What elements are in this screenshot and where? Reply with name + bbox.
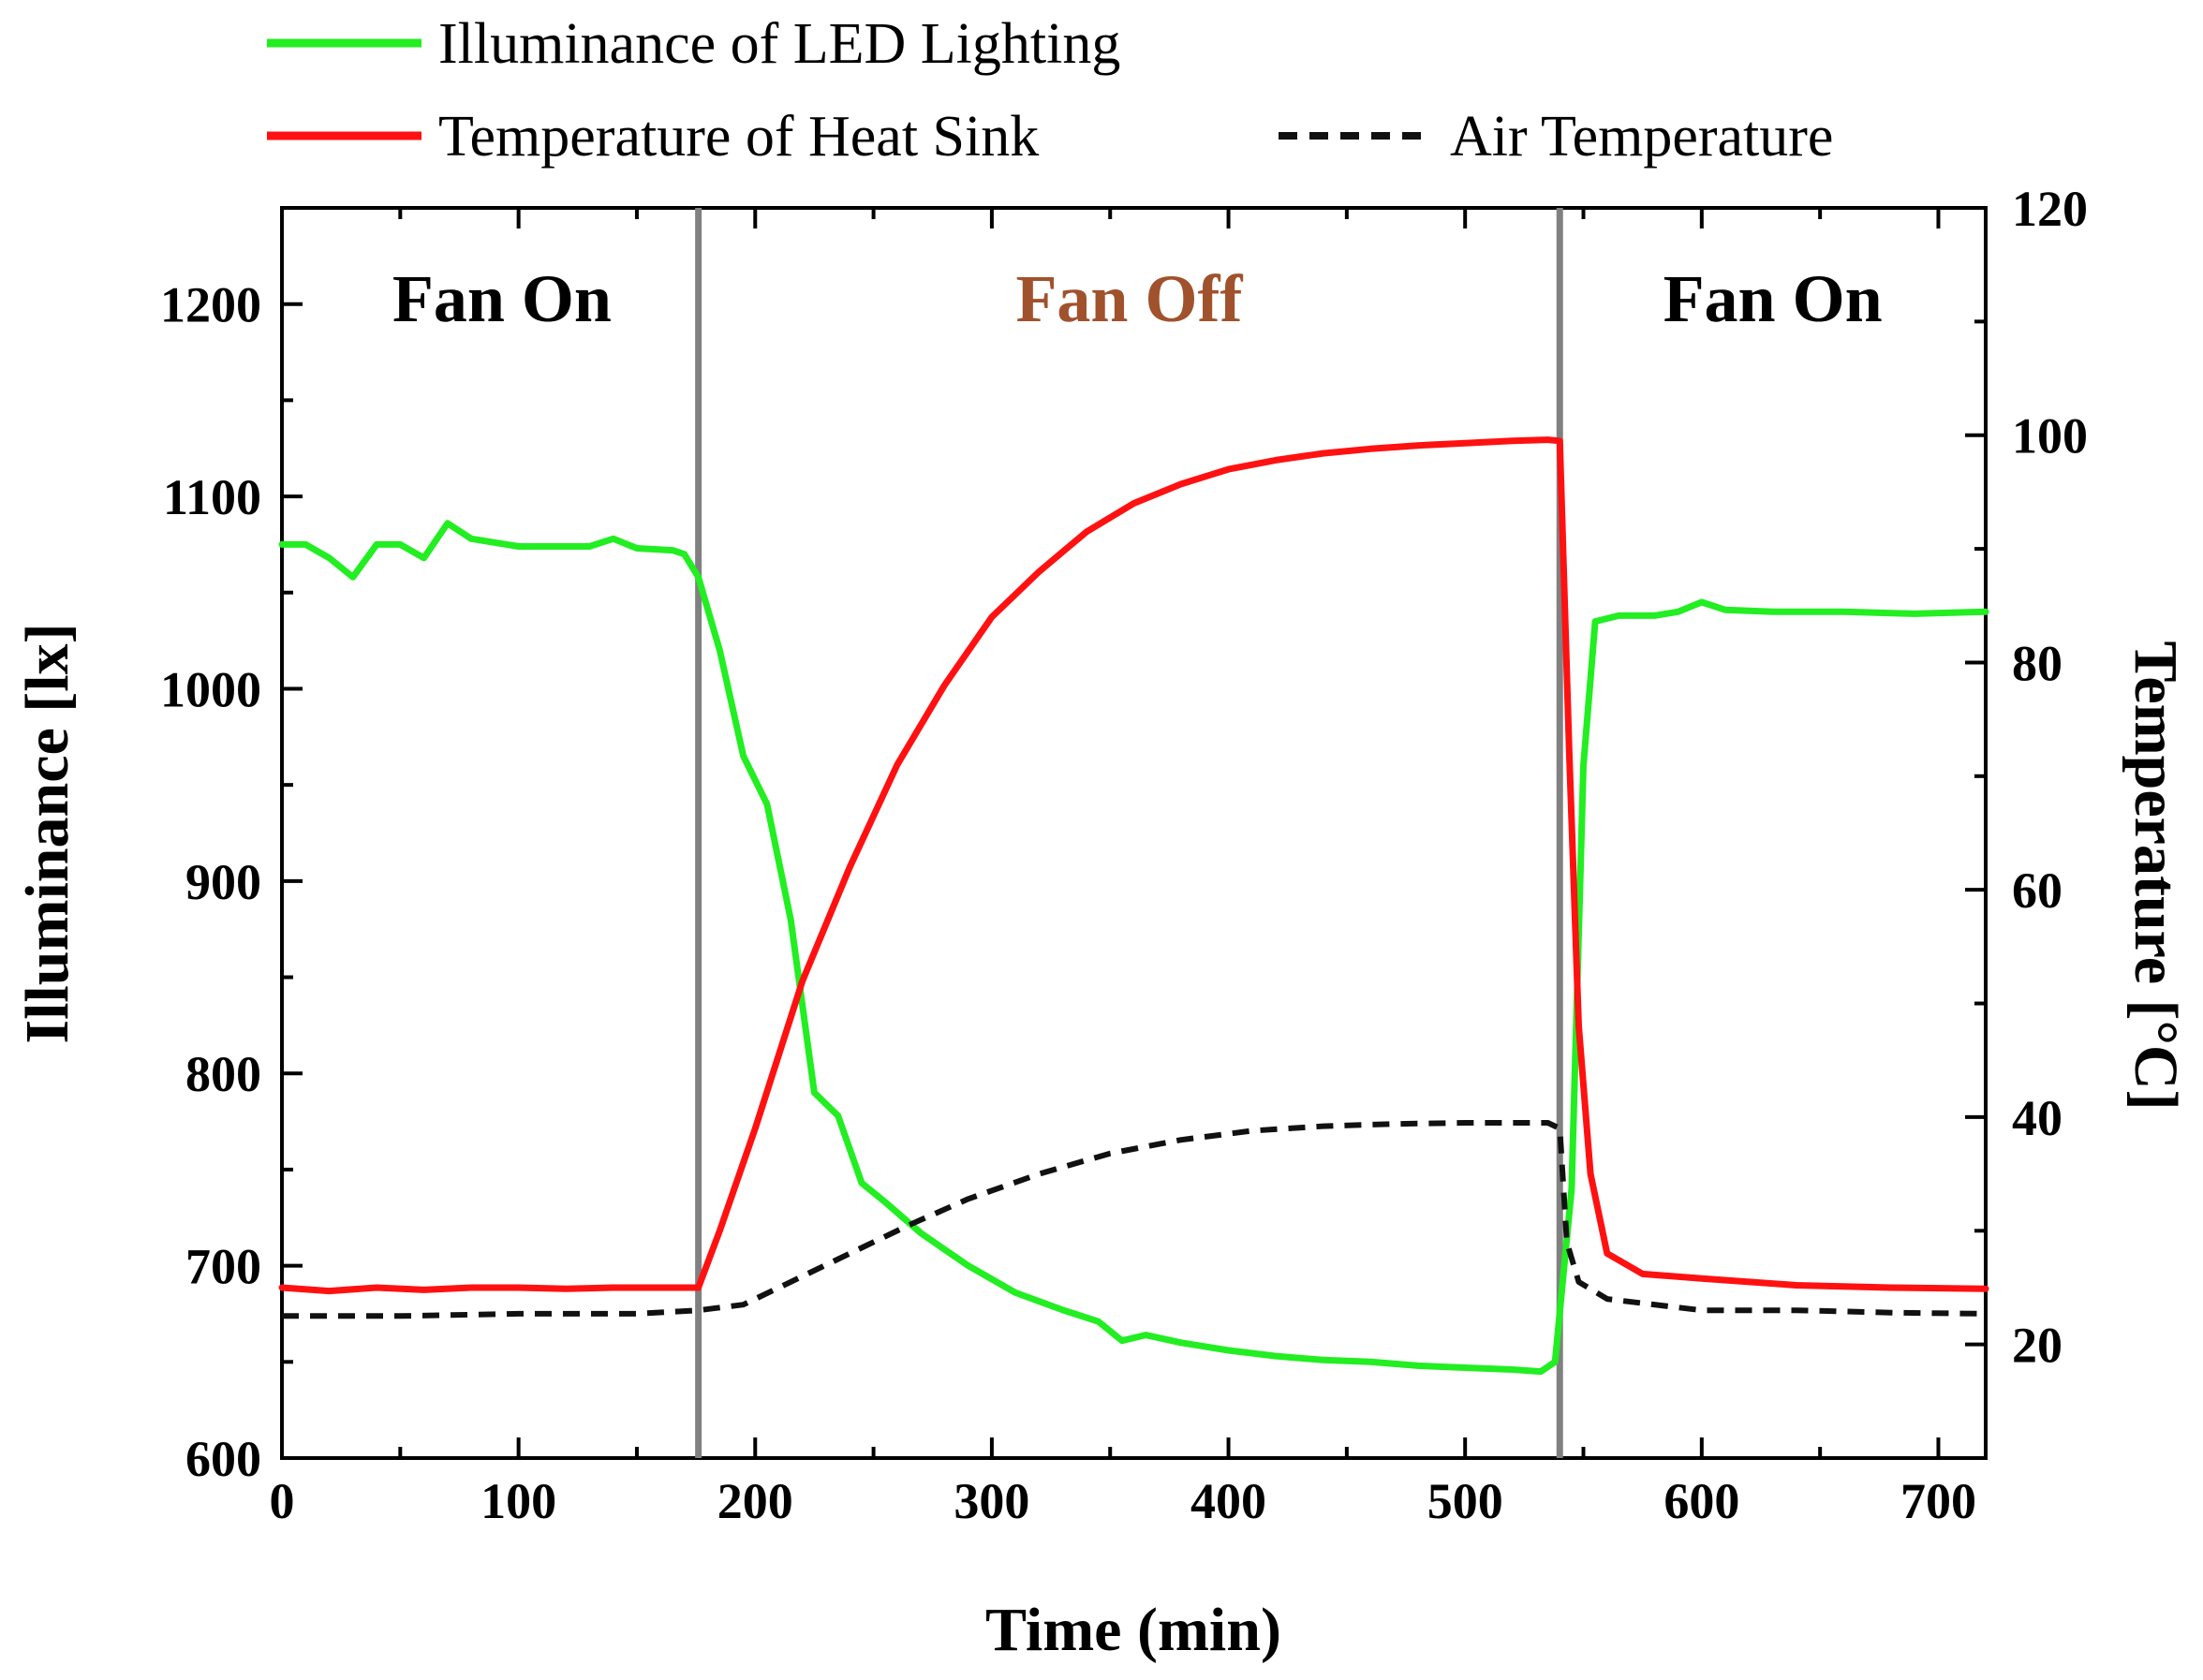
y-right-tick-label: 60 — [2012, 862, 2063, 919]
y-right-axis-title: Temperature [°C] — [2122, 641, 2190, 1110]
legend: Illuminance of LED Lighting Temperature … — [267, 12, 1833, 169]
legend-label-air-temp: Air Temperature — [1450, 105, 1833, 169]
legend-label-heat-sink: Temperature of Heat Sink — [438, 105, 1039, 169]
x-tick-label: 500 — [1427, 1473, 1503, 1529]
y-left-tick-label: 1200 — [160, 277, 261, 333]
y-left-tick-label: 1100 — [163, 469, 261, 525]
phase-label: Fan Off — [1015, 261, 1243, 336]
plot-frame — [280, 206, 1988, 1460]
x-tick-label: 200 — [717, 1473, 793, 1529]
phase-label: Fan On — [392, 261, 612, 336]
x-axis-title: Time (min) — [985, 1596, 1281, 1664]
phase-boundaries — [695, 208, 1563, 1458]
y-left-tick-label: 1000 — [160, 661, 261, 717]
series-line-heat-sink — [278, 436, 1989, 1295]
y-left-tick-label: 800 — [185, 1046, 261, 1102]
y-right-tick-label: 20 — [2012, 1318, 2063, 1374]
x-tick-label: 700 — [1900, 1473, 1976, 1529]
ticks: 0 100 200 300 400 500 600 700 600 700 800 900 1000 11… — [160, 181, 2088, 1529]
y-right-tick-label: 100 — [2012, 408, 2088, 464]
y-left-tick-label: 600 — [185, 1431, 261, 1487]
x-tick-label: 0 — [270, 1473, 295, 1529]
series-line-illuminance — [278, 520, 1989, 1376]
x-tick-label: 100 — [481, 1473, 556, 1529]
y-right-tick-label: 120 — [2012, 181, 2088, 237]
y-left-tick-label: 900 — [185, 854, 261, 910]
series-lines — [278, 436, 1989, 1376]
x-tick-label: 600 — [1663, 1473, 1739, 1529]
legend-label-illuminance: Illuminance of LED Lighting — [438, 12, 1120, 76]
y-right-tick-label: 40 — [2012, 1090, 2063, 1146]
y-left-tick-label: 700 — [185, 1239, 261, 1295]
phase-label: Fan On — [1663, 261, 1883, 336]
x-tick-label: 300 — [954, 1473, 1029, 1529]
y-right-tick-label: 80 — [2012, 635, 2063, 691]
series-line-air-temp — [282, 1120, 1987, 1319]
y-left-axis-title: Illuminance [lx] — [13, 623, 81, 1043]
x-tick-label: 400 — [1190, 1473, 1266, 1529]
phase-annotations: Fan On Fan Off Fan On — [392, 261, 1883, 336]
